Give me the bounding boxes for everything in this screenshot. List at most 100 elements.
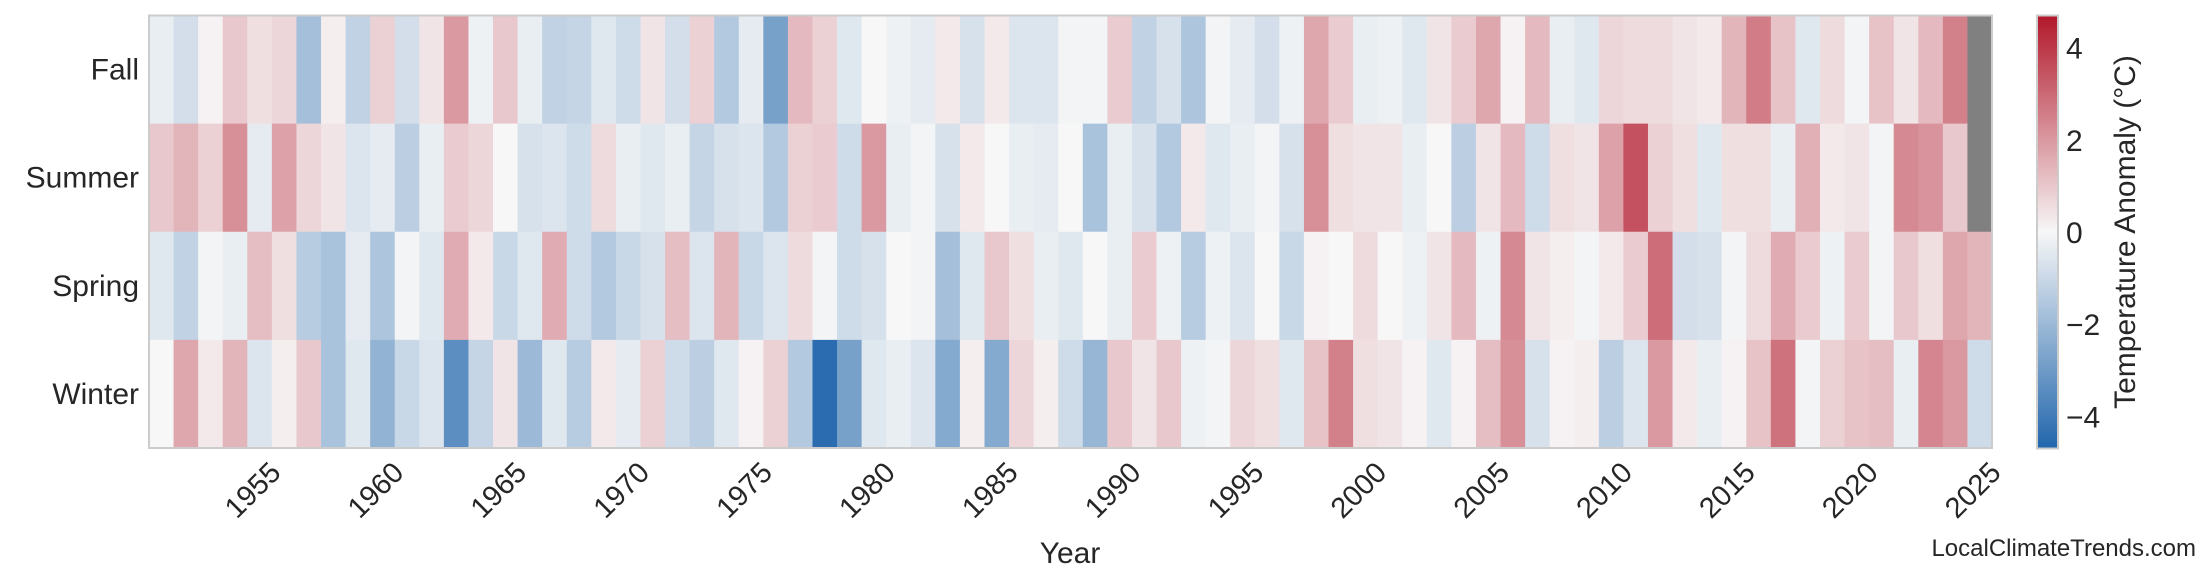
heatmap-cell-spring-2016: [1746, 231, 1772, 341]
heatmap-cell-fall-1988: [1058, 15, 1084, 125]
heatmap-cell-winter-1976: [763, 339, 789, 449]
heatmap-cell-winter-2002: [1402, 339, 1428, 449]
heatmap-cell-winter-2023: [1918, 339, 1944, 449]
heatmap-cell-summer-2007: [1525, 123, 1551, 233]
heatmap-cell-spring-1978: [812, 231, 838, 341]
heatmap-cell-winter-1964: [468, 339, 494, 449]
x-tick-label-2015: 2015: [1693, 457, 1761, 525]
heatmap-cell-spring-2018: [1795, 231, 1821, 341]
heatmap-cell-summer-1985: [984, 123, 1010, 233]
heatmap-cell-fall-2020: [1844, 15, 1870, 125]
heatmap-cell-fall-2000: [1353, 15, 1379, 125]
heatmap-cell-winter-2007: [1525, 339, 1551, 449]
heatmap-cell-summer-1994: [1205, 123, 1231, 233]
x-tick-label-1990: 1990: [1079, 457, 1147, 525]
heatmap-cell-fall-1958: [321, 15, 347, 125]
heatmap-cell-winter-1983: [935, 339, 961, 449]
heatmap-cell-winter-1997: [1279, 339, 1305, 449]
heatmap-cell-spring-1999: [1328, 231, 1354, 341]
heatmap-cell-summer-2012: [1647, 123, 1674, 233]
heatmap-cell-spring-1962: [419, 231, 445, 341]
heatmap-cell-spring-2002: [1402, 231, 1428, 341]
heatmap-cell-fall-2015: [1721, 15, 1747, 125]
x-tick-label-1955: 1955: [219, 457, 287, 525]
heatmap-cell-spring-2009: [1574, 231, 1600, 341]
heatmap-cell-winter-1955: [247, 339, 273, 449]
heatmap-cell-spring-1980: [861, 231, 887, 341]
heatmap-cell-spring-1996: [1254, 231, 1280, 341]
heatmap-cell-spring-1968: [566, 231, 592, 341]
heatmap-cell-fall-1972: [665, 15, 691, 125]
heatmap-cell-summer-1963: [443, 123, 470, 233]
heatmap-cell-fall-1960: [370, 15, 396, 125]
heatmap-cell-winter-1996: [1254, 339, 1280, 449]
heatmap-cell-fall-2014: [1697, 15, 1723, 125]
heatmap-cell-winter-1982: [910, 339, 936, 449]
heatmap-cell-summer-1960: [370, 123, 396, 233]
heatmap-cell-winter-1990: [1107, 339, 1133, 449]
heatmap-cell-winter-2013: [1672, 339, 1698, 449]
heatmap-cell-fall-1957: [296, 15, 322, 125]
heatmap-cell-spring-2004: [1451, 231, 1477, 341]
heatmap-cell-winter-1981: [886, 339, 912, 449]
x-tick-label-1970: 1970: [588, 457, 656, 525]
heatmap-cell-fall-1967: [542, 15, 568, 125]
heatmap-cell-summer-1961: [394, 123, 420, 233]
heatmap-cell-summer-1980: [861, 123, 887, 233]
heatmap-cell-fall-2006: [1500, 15, 1526, 125]
heatmap-cell-winter-1991: [1131, 339, 1158, 449]
heatmap-cell-winter-2015: [1721, 339, 1747, 449]
heatmap-cell-spring-2025: [1967, 231, 1993, 341]
heatmap-cell-spring-1964: [468, 231, 494, 341]
colorbar-tick-label: −2: [2066, 309, 2100, 342]
heatmap-cell-spring-1967: [542, 231, 568, 341]
heatmap-cell-summer-2022: [1893, 123, 1919, 233]
heatmap-cell-winter-1998: [1303, 339, 1330, 449]
heatmap-cell-summer-2000: [1353, 123, 1379, 233]
heatmap-cell-spring-1975: [738, 231, 764, 341]
heatmap-cell-winter-1978: [812, 339, 838, 449]
heatmap-cell-summer-2004: [1451, 123, 1477, 233]
heatmap-cell-fall-1980: [861, 15, 887, 125]
heatmap-cell-winter-2018: [1795, 339, 1821, 449]
heatmap-cell-spring-1993: [1181, 231, 1207, 341]
heatmap-cell-summer-1964: [468, 123, 494, 233]
heatmap-cell-winter-1960: [370, 339, 396, 449]
heatmap-cell-spring-1977: [787, 231, 814, 341]
heatmap-cell-summer-1966: [517, 123, 543, 233]
heatmap-cell-summer-1986: [1009, 123, 1035, 233]
heatmap-cell-spring-1954: [222, 231, 248, 341]
heatmap-cell-summer-1997: [1279, 123, 1305, 233]
heatmap-cell-spring-2019: [1819, 231, 1846, 341]
heatmap-cell-spring-1997: [1279, 231, 1305, 341]
heatmap-cell-summer-1957: [296, 123, 322, 233]
heatmap-cell-winter-2010: [1598, 339, 1624, 449]
heatmap-cell-fall-2004: [1451, 15, 1477, 125]
heatmap-cell-spring-1994: [1205, 231, 1231, 341]
heatmap-cell-summer-1996: [1254, 123, 1280, 233]
heatmap-cell-summer-1972: [665, 123, 691, 233]
heatmap-cell-spring-1995: [1230, 231, 1256, 341]
heatmap-cell-summer-2015: [1721, 123, 1747, 233]
colorbar-tick-label: 4: [2066, 33, 2083, 66]
heatmap-cell-summer-2014: [1697, 123, 1723, 233]
heatmap-cell-winter-1995: [1230, 339, 1256, 449]
heatmap-cell-spring-1969: [591, 231, 617, 341]
heatmap-cell-fall-1997: [1279, 15, 1305, 125]
heatmap-cell-fall-1956: [271, 15, 298, 125]
heatmap-cell-spring-2015: [1721, 231, 1747, 341]
colorbar-tick-label: −4: [2066, 401, 2100, 434]
heatmap-cell-fall-2009: [1574, 15, 1600, 125]
heatmap-cell-fall-2025: [1967, 15, 1993, 125]
heatmap-cell-summer-1958: [321, 123, 347, 233]
heatmap-cell-fall-1989: [1082, 15, 1108, 125]
heatmap-cell-spring-1992: [1156, 231, 1182, 341]
heatmap-cell-fall-1981: [886, 15, 912, 125]
heatmap-cell-winter-1965: [493, 339, 519, 449]
heatmap-cell-fall-2018: [1795, 15, 1821, 125]
heatmap-cell-fall-1951: [149, 15, 175, 125]
heatmap-cell-summer-1976: [763, 123, 789, 233]
y-label-spring: Spring: [52, 270, 139, 303]
heatmap-cell-winter-1966: [517, 339, 543, 449]
heatmap-cell-fall-1992: [1156, 15, 1182, 125]
